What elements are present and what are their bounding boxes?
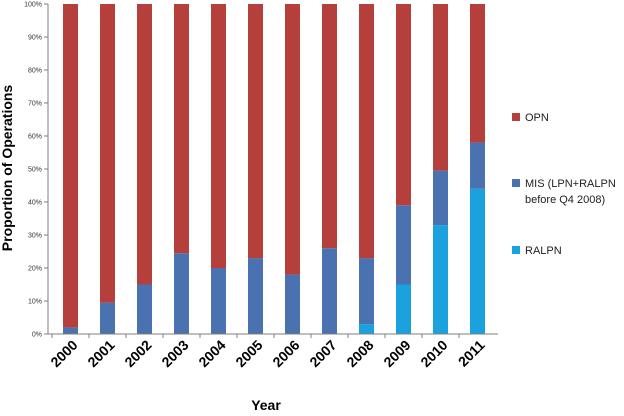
y-tick-label: 100%	[24, 2, 42, 9]
y-tick-label: 0%	[32, 332, 42, 339]
bar-segment-opn-2009	[396, 4, 411, 206]
bar-segment-mis-2011	[470, 142, 485, 189]
y-tick-label: 30%	[28, 233, 42, 240]
bar-segment-mis-2008	[359, 258, 374, 325]
bar-segment-mis-2007	[322, 248, 337, 334]
bar-segment-mis-2004	[211, 268, 226, 334]
x-tick-label-2005: 2005	[232, 337, 265, 370]
bar-segment-opn-2011	[470, 4, 485, 143]
x-tick-label-2000: 2000	[47, 337, 80, 370]
legend-label-mis-line2: before Q4 2008)	[525, 194, 605, 206]
y-tick-label: 20%	[28, 266, 42, 273]
y-axis-title: Proportion of Operations	[0, 85, 15, 252]
x-axis-title: Year	[251, 397, 281, 413]
x-tick-label-2006: 2006	[269, 337, 302, 370]
bar-segment-opn-2004	[211, 4, 226, 268]
x-tick-label-2010: 2010	[417, 337, 450, 370]
bar-segment-mis-2005	[248, 258, 263, 334]
bar-segment-opn-2006	[285, 4, 300, 275]
x-axis: 2000 2001 2002 2003 2004 2005 2006 2007 2008 2009…	[47, 333, 498, 370]
legend-swatch-ralpn	[512, 246, 520, 254]
bar-segment-mis-2010	[433, 170, 448, 226]
bar-segment-mis-2001	[100, 302, 115, 334]
x-tick-label-2003: 2003	[158, 337, 191, 370]
bar-segment-opn-2002	[137, 4, 152, 285]
bar-segment-mis-2000	[63, 327, 78, 334]
bar-segment-opn-2008	[359, 4, 374, 259]
x-tick-label-2011: 2011	[455, 337, 488, 370]
bar-segment-ralpn-2009	[396, 284, 411, 334]
bar-segment-opn-2003	[174, 4, 189, 254]
legend-label-mis-line1: MIS (LPN+RALPN	[525, 178, 616, 190]
y-tick-label: 90%	[28, 35, 42, 42]
legend-swatch-opn	[512, 113, 520, 121]
y-tick-label: 80%	[28, 68, 42, 75]
y-tick-label: 40%	[28, 200, 42, 207]
bar-segment-ralpn-2011	[470, 188, 485, 334]
x-tick-label-2004: 2004	[195, 337, 228, 370]
y-axis: 0% 10% 20% 30% 40% 50% 60% 70% 80% 90% 100%	[24, 2, 49, 339]
bar-segment-opn-2005	[248, 4, 263, 259]
bar-segment-opn-2010	[433, 4, 448, 171]
y-tick-label: 70%	[28, 101, 42, 108]
x-tick-label-2008: 2008	[343, 337, 376, 370]
legend: OPN MIS (LPN+RALPN before Q4 2008) RALPN	[512, 112, 616, 257]
legend-label-opn: OPN	[525, 112, 549, 124]
x-tick-label-2007: 2007	[306, 337, 339, 370]
bars	[63, 4, 485, 334]
y-tick-label: 50%	[28, 167, 42, 174]
bar-segment-mis-2006	[285, 274, 300, 334]
bar-segment-mis-2003	[174, 253, 189, 334]
x-tick-label-2001: 2001	[84, 337, 117, 370]
x-tick-label-2002: 2002	[121, 337, 154, 370]
bar-segment-mis-2009	[396, 205, 411, 285]
bar-segment-opn-2007	[322, 4, 337, 249]
x-tick-label-2009: 2009	[380, 337, 413, 370]
bar-segment-opn-2000	[63, 4, 78, 328]
bar-segment-ralpn-2010	[433, 225, 448, 334]
legend-label-ralpn: RALPN	[525, 245, 562, 257]
y-tick-label: 10%	[28, 299, 42, 306]
bar-segment-mis-2002	[137, 284, 152, 334]
legend-swatch-mis	[512, 179, 520, 187]
y-tick-label: 60%	[28, 134, 42, 141]
bar-segment-ralpn-2008	[359, 324, 374, 334]
bar-segment-opn-2001	[100, 4, 115, 303]
